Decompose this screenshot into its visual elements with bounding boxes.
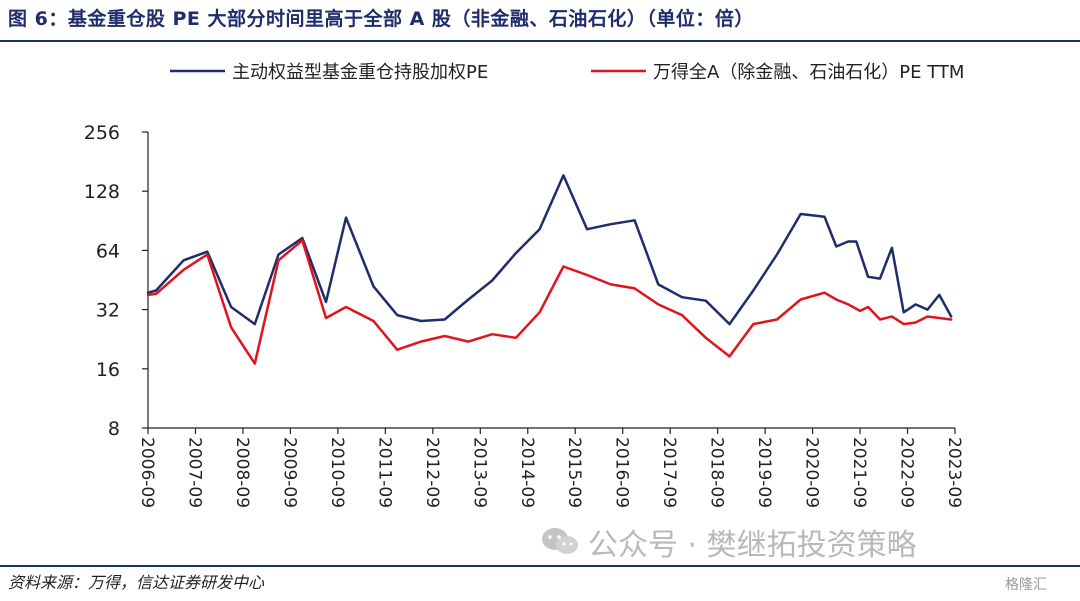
wechat-icon	[542, 528, 578, 554]
y-tick-label: 8	[108, 418, 120, 440]
x-tick-label: 2006-09	[137, 437, 157, 508]
x-tick-label: 2010-09	[327, 437, 347, 508]
x-tick-label: 2022-09	[897, 437, 917, 508]
source-note: 资料来源：万得，信达证券研发中心	[8, 573, 265, 592]
title-rule	[0, 40, 1080, 42]
legend-label-red: 万得全A（除金融、石油石化）PE TTM	[653, 62, 964, 83]
x-tick-label: 2019-09	[754, 437, 774, 508]
y-tick-label: 64	[96, 240, 120, 262]
watermark: 公众号 · 樊继拓投资策略	[540, 520, 917, 564]
x-tick-label: 2023-09	[944, 437, 964, 508]
x-tick-label: 2008-09	[232, 437, 252, 508]
figure-title: 图 6：基金重仓股 PE 大部分时间里高于全部 A 股（非金融、石油石化）（单位…	[8, 8, 754, 30]
x-tick-label: 2007-09	[184, 437, 204, 508]
corner-logo: 格隆汇	[1005, 574, 1047, 594]
x-tick-label: 2014-09	[517, 437, 537, 508]
x-tick-label: 2009-09	[279, 437, 299, 508]
watermark-text: 公众号 · 樊继拓投资策略	[588, 528, 917, 563]
series-line-wind-a-pe	[146, 239, 953, 365]
x-tick-label: 2020-09	[802, 437, 822, 508]
x-tick-label: 2018-09	[707, 437, 727, 508]
y-tick-label: 16	[96, 359, 120, 381]
legend-label-blue: 主动权益型基金重仓持股加权PE	[232, 62, 488, 83]
chart-axes: 8 16 32 64 128 256 2006-09 2007-09 2008-09 2009-0…	[84, 122, 964, 508]
x-tick-label: 2021-09	[849, 437, 869, 508]
corner-logo-text: 格隆汇	[1005, 577, 1047, 593]
series-line-fund-pe	[146, 174, 953, 326]
source-rule	[0, 565, 1080, 567]
y-tick-label: 32	[96, 300, 120, 322]
x-tick-label: 2017-09	[659, 437, 679, 508]
x-tick-label: 2013-09	[469, 437, 489, 508]
chart-series	[146, 174, 953, 365]
y-tick-label: 256	[84, 122, 120, 144]
x-tick-label: 2015-09	[564, 437, 584, 508]
x-tick-label: 2011-09	[374, 437, 394, 508]
x-tick-label: 2012-09	[422, 437, 442, 508]
y-tick-label: 128	[84, 181, 120, 203]
x-tick-label: 2016-09	[612, 437, 632, 508]
chart-legend: 主动权益型基金重仓持股加权PE 万得全A（除金融、石油石化）PE TTM	[170, 62, 964, 83]
